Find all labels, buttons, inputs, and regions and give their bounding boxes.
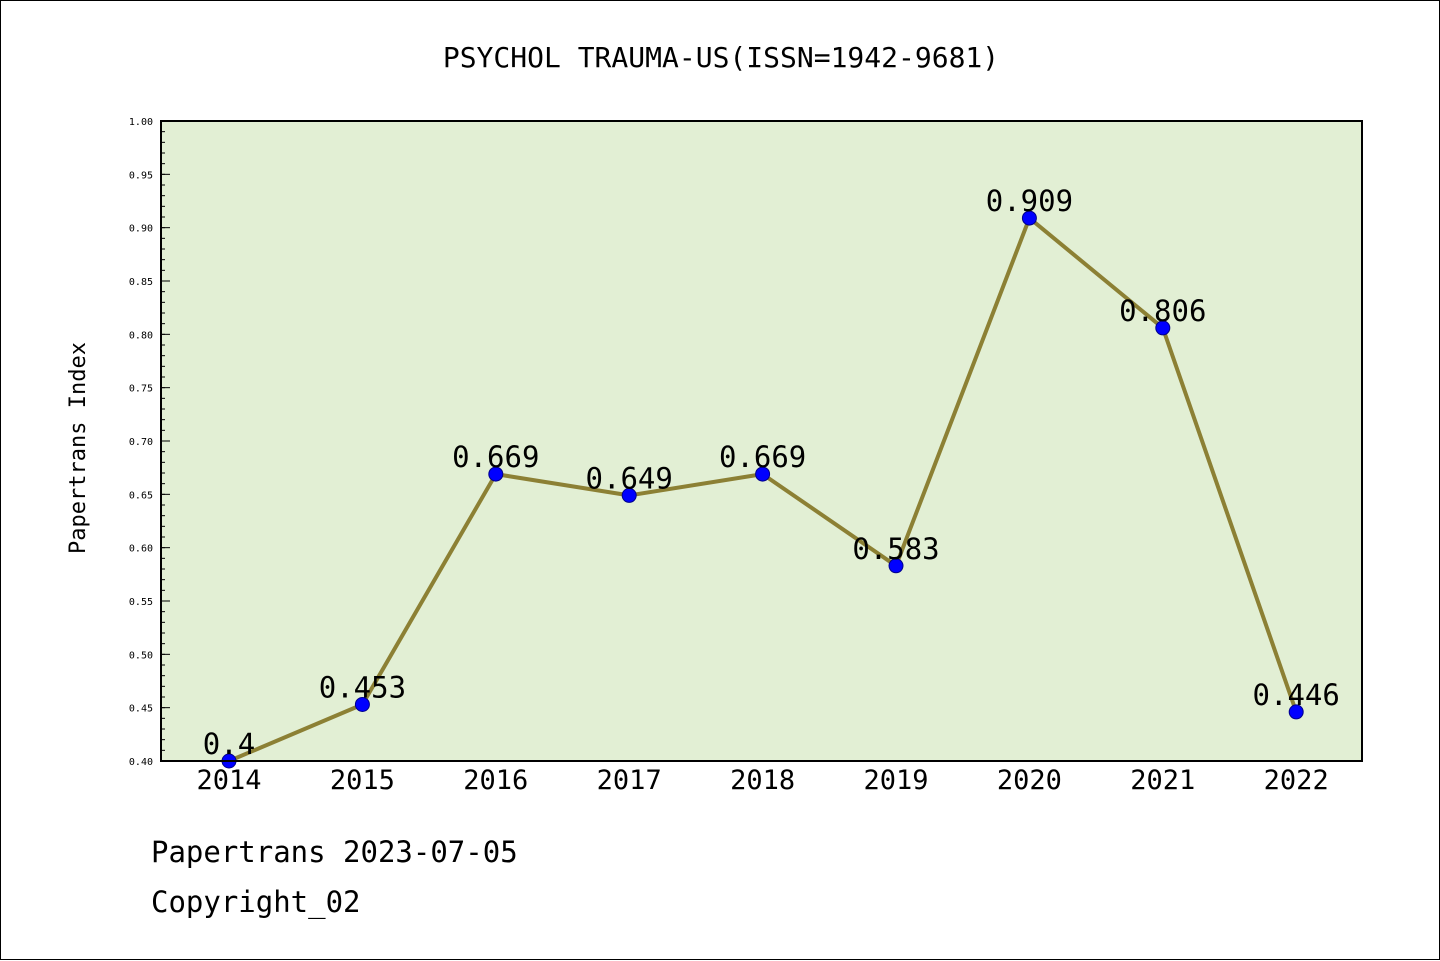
- data-labels: 0.4 0.453 0.669 0.649 0.669 0.583 0.909 0.806 0.…: [203, 184, 1340, 761]
- x-tick-label: 2015: [330, 765, 395, 796]
- series-markers: [221, 210, 1304, 769]
- x-tick-label: 2019: [863, 765, 928, 796]
- data-label: 0.669: [719, 440, 806, 474]
- y-tick-label: 0.45: [129, 704, 153, 715]
- data-point: [488, 466, 504, 482]
- data-label: 0.453: [319, 670, 406, 704]
- y-tick-label: 0.95: [129, 170, 153, 181]
- y-tick-label: 0.75: [129, 384, 153, 395]
- x-tick-label: 2014: [196, 765, 261, 796]
- y-tick-label: 0.50: [129, 650, 153, 661]
- y-tick-label: 0.40: [129, 757, 153, 768]
- y-tick-label: 0.60: [129, 544, 153, 555]
- x-axis-ticks: 2014 2015 2016 2017 2018 2019 2020 2021 2022: [196, 765, 1328, 796]
- footer-date: Papertrans 2023-07-05: [151, 835, 518, 869]
- data-label: 0.583: [852, 532, 939, 566]
- y-tick-label: 0.70: [129, 437, 153, 448]
- data-point: [1021, 210, 1037, 226]
- x-tick-label: 2017: [597, 765, 662, 796]
- x-tick-label: 2020: [997, 765, 1062, 796]
- x-tick-label: 2016: [463, 765, 528, 796]
- y-tick-label: 0.65: [129, 490, 153, 501]
- data-label: 0.4: [203, 727, 255, 761]
- y-tick-label: 0.90: [129, 224, 153, 235]
- y-tick-label: 0.55: [129, 597, 153, 608]
- plot-border: [160, 120, 1363, 762]
- data-point: [1288, 704, 1304, 720]
- data-label: 0.446: [1253, 678, 1340, 712]
- data-label: 0.669: [452, 440, 539, 474]
- y-tick-label: 1.00: [129, 117, 153, 128]
- data-label: 0.909: [986, 184, 1073, 218]
- plot-area: [161, 121, 1362, 761]
- y-tick-label: 0.80: [129, 330, 153, 341]
- x-tick-label: 2018: [730, 765, 795, 796]
- footer-copyright: Copyright_02: [151, 885, 361, 919]
- y-tick-label: 0.85: [129, 277, 153, 288]
- y-axis-label: Papertrans Index: [66, 342, 91, 554]
- y-axis-ticks: 0.40 0.45 0.50 0.55 0.60 0.65 0.70 0.75 0.80 0.85…: [129, 117, 170, 768]
- data-point: [354, 696, 370, 712]
- data-point: [888, 558, 904, 574]
- x-tick-label: 2022: [1264, 765, 1329, 796]
- chart-title: PSYCHOL TRAUMA-US(ISSN=1942-9681): [443, 41, 999, 74]
- data-point: [621, 487, 637, 503]
- data-point: [1155, 320, 1171, 336]
- x-tick-label: 2021: [1130, 765, 1195, 796]
- data-label: 0.649: [586, 461, 673, 495]
- data-point: [755, 466, 771, 482]
- data-label: 0.806: [1119, 294, 1206, 328]
